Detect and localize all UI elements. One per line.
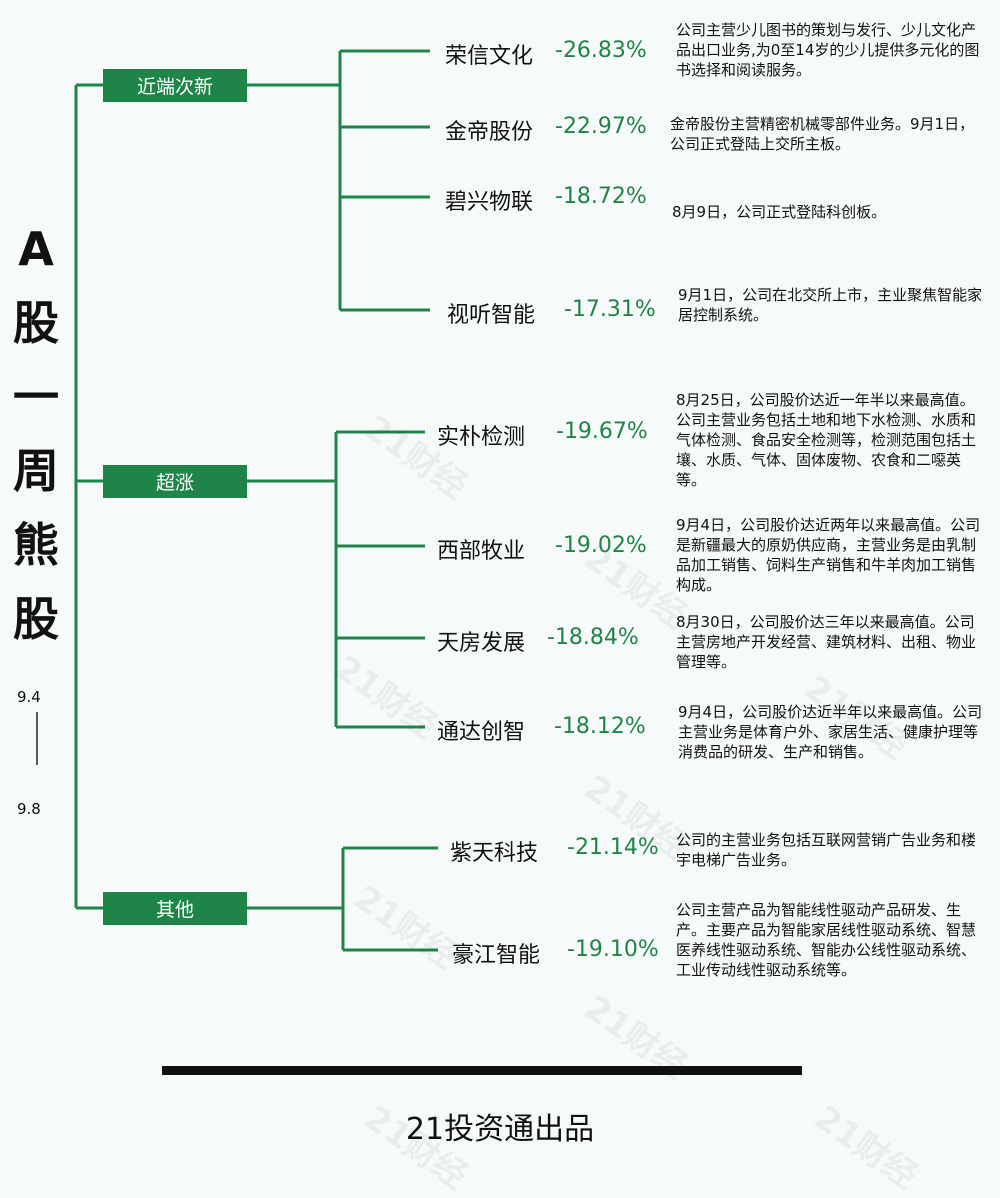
stock-description: 8月25日，公司股价达近一年半以来最高值。公司主营业务包括土地和地下水检测、水质… — [676, 391, 977, 489]
stock-description: 9月1日，公司在北交所上市，主业聚焦智能家居控制系统。 — [678, 286, 983, 324]
title-char: 周 — [13, 444, 59, 498]
stock-change: -26.83% — [555, 38, 647, 63]
stock-description: 9月4日，公司股价达近半年以来最高值。公司主营业务是体育户外、家居生活、健康护理… — [678, 703, 983, 761]
category-box: 其他 — [103, 892, 247, 925]
stock-description: 9月4日，公司股价达近两年以来最高值。公司是新疆最大的原奶供应商，主营业务是由乳… — [676, 516, 981, 594]
stock-name: 西部牧业 — [437, 539, 526, 564]
stock-change: -19.67% — [556, 419, 648, 444]
stock-description: 金帝股份主营精密机械零部件业务。9月1日，公司正式登陆上交所主板。 — [670, 115, 975, 153]
category-box: 超涨 — [103, 465, 247, 498]
stock-name: 金帝股份 — [445, 120, 534, 145]
stock-description: 8月9日，公司正式登陆科创板。 — [672, 203, 887, 221]
stock-change: -19.02% — [555, 533, 647, 558]
stock-change: -18.72% — [555, 184, 647, 209]
footer-credit: 21投资通出品 — [405, 1112, 595, 1147]
stock-description: 公司的主营业务包括互联网营销广告业务和楼宇电梯广告业务。 — [676, 831, 977, 869]
title-char: 股 — [13, 592, 59, 646]
stock-description: 公司主营产品为智能线性驱动产品研发、生产。主要产品为智能家居线性驱动系统、智慧医… — [676, 901, 977, 979]
date-end: 9.8 — [17, 800, 41, 818]
title-char: 熊 — [13, 518, 59, 572]
stock-name: 荣信文化 — [445, 44, 534, 69]
stock-change: -18.12% — [554, 714, 646, 739]
date-start: 9.4 — [17, 688, 41, 706]
stock-change: -19.10% — [567, 937, 659, 962]
stock-name: 实朴检测 — [437, 425, 526, 450]
stock-name: 紫天科技 — [450, 841, 539, 866]
title-char: 股 — [13, 296, 59, 350]
stock-name: 豪江智能 — [452, 943, 541, 968]
title-char: A — [18, 222, 54, 276]
stock-change: -17.31% — [564, 297, 656, 322]
footer-divider — [162, 1066, 802, 1075]
stock-name: 通达创智 — [437, 720, 526, 745]
stock-name: 天房发展 — [437, 631, 526, 656]
stock-name: 视听智能 — [447, 303, 536, 328]
stock-description: 8月30日，公司股价达三年以来最高值。公司主营房地产开发经营、建筑材料、出租、物… — [676, 613, 977, 671]
category-box: 近端次新 — [103, 69, 247, 102]
page-title: A 股 一 周 熊 股 — [12, 212, 60, 656]
stock-change: -21.14% — [567, 835, 659, 860]
stock-name: 碧兴物联 — [445, 190, 534, 215]
stock-change: -18.84% — [547, 625, 639, 650]
title-char: 一 — [13, 370, 59, 424]
stock-description: 公司主营少儿图书的策划与发行、少儿文化产品出口业务,为0至14岁的少儿提供多元化… — [676, 21, 980, 79]
stock-change: -22.97% — [555, 114, 647, 139]
